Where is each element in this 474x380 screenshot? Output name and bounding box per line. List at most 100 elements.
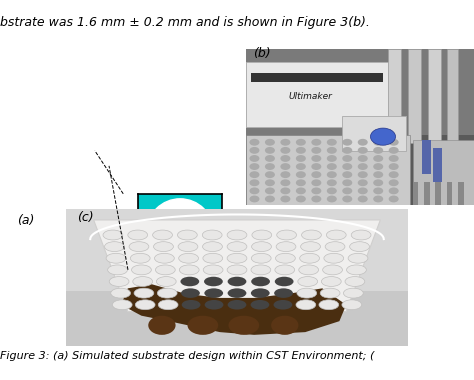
- Ellipse shape: [40, 120, 55, 135]
- Ellipse shape: [209, 51, 224, 65]
- Ellipse shape: [23, 154, 37, 169]
- Circle shape: [249, 179, 259, 186]
- Ellipse shape: [251, 253, 271, 263]
- Ellipse shape: [204, 288, 223, 298]
- Circle shape: [311, 155, 321, 162]
- Ellipse shape: [108, 85, 122, 100]
- Bar: [424, 182, 429, 205]
- Ellipse shape: [73, 120, 88, 135]
- Ellipse shape: [301, 242, 320, 252]
- Ellipse shape: [323, 265, 342, 275]
- Ellipse shape: [252, 230, 272, 240]
- Ellipse shape: [175, 154, 190, 169]
- Ellipse shape: [108, 137, 122, 152]
- Ellipse shape: [251, 300, 269, 310]
- Ellipse shape: [175, 120, 190, 135]
- Ellipse shape: [192, 154, 207, 169]
- Ellipse shape: [40, 137, 55, 152]
- Circle shape: [327, 155, 337, 162]
- Ellipse shape: [182, 300, 201, 310]
- Circle shape: [389, 187, 399, 194]
- Ellipse shape: [141, 137, 156, 152]
- Ellipse shape: [6, 51, 20, 65]
- Ellipse shape: [124, 51, 139, 65]
- Circle shape: [265, 147, 275, 154]
- Ellipse shape: [148, 316, 175, 335]
- Ellipse shape: [274, 288, 293, 298]
- Ellipse shape: [226, 51, 241, 65]
- Ellipse shape: [73, 85, 88, 100]
- Circle shape: [249, 155, 259, 162]
- Ellipse shape: [351, 230, 371, 240]
- Circle shape: [249, 139, 259, 146]
- Bar: [447, 49, 458, 143]
- Circle shape: [296, 187, 306, 194]
- Text: (a): (a): [17, 214, 34, 227]
- Bar: [458, 182, 464, 205]
- Bar: [388, 49, 401, 143]
- Circle shape: [311, 179, 321, 186]
- Circle shape: [311, 139, 321, 146]
- Circle shape: [281, 171, 291, 178]
- Ellipse shape: [6, 137, 20, 152]
- Ellipse shape: [203, 253, 223, 263]
- Ellipse shape: [141, 120, 156, 135]
- Ellipse shape: [192, 189, 207, 204]
- Ellipse shape: [226, 154, 241, 169]
- Circle shape: [389, 163, 399, 170]
- Text: 10 mm: 10 mm: [162, 296, 199, 306]
- Ellipse shape: [23, 120, 37, 135]
- Ellipse shape: [175, 137, 190, 152]
- Ellipse shape: [276, 242, 296, 252]
- Ellipse shape: [345, 277, 365, 287]
- Ellipse shape: [297, 288, 317, 298]
- Circle shape: [265, 179, 275, 186]
- Ellipse shape: [141, 103, 156, 117]
- Ellipse shape: [133, 277, 153, 287]
- Circle shape: [327, 163, 337, 170]
- Ellipse shape: [228, 288, 246, 298]
- Ellipse shape: [158, 137, 173, 152]
- Ellipse shape: [141, 51, 156, 65]
- Ellipse shape: [124, 103, 139, 117]
- Ellipse shape: [23, 68, 37, 83]
- Ellipse shape: [301, 230, 321, 240]
- Circle shape: [342, 139, 352, 146]
- Ellipse shape: [57, 120, 71, 135]
- Circle shape: [327, 139, 337, 146]
- Ellipse shape: [108, 172, 122, 187]
- Ellipse shape: [209, 189, 224, 204]
- Ellipse shape: [251, 288, 270, 298]
- Bar: [342, 116, 406, 150]
- Ellipse shape: [227, 230, 247, 240]
- Polygon shape: [121, 284, 346, 335]
- Ellipse shape: [228, 316, 259, 335]
- Ellipse shape: [202, 242, 222, 252]
- Text: (b): (b): [253, 47, 271, 60]
- Ellipse shape: [319, 300, 339, 310]
- Ellipse shape: [73, 137, 88, 152]
- Ellipse shape: [205, 300, 223, 310]
- Circle shape: [281, 155, 291, 162]
- Circle shape: [389, 155, 399, 162]
- Ellipse shape: [192, 172, 207, 187]
- Text: (c): (c): [77, 211, 93, 224]
- Bar: [246, 62, 388, 127]
- Ellipse shape: [6, 103, 20, 117]
- Ellipse shape: [179, 253, 199, 263]
- Ellipse shape: [209, 103, 224, 117]
- Bar: [435, 182, 441, 205]
- Circle shape: [342, 179, 352, 186]
- Ellipse shape: [192, 137, 207, 152]
- Ellipse shape: [204, 277, 223, 286]
- Ellipse shape: [91, 68, 105, 83]
- Ellipse shape: [57, 103, 71, 117]
- Ellipse shape: [108, 120, 122, 135]
- Ellipse shape: [158, 120, 173, 135]
- Circle shape: [389, 139, 399, 146]
- Ellipse shape: [325, 242, 345, 252]
- Ellipse shape: [57, 68, 71, 83]
- Circle shape: [265, 187, 275, 194]
- Circle shape: [358, 147, 368, 154]
- Ellipse shape: [73, 103, 88, 117]
